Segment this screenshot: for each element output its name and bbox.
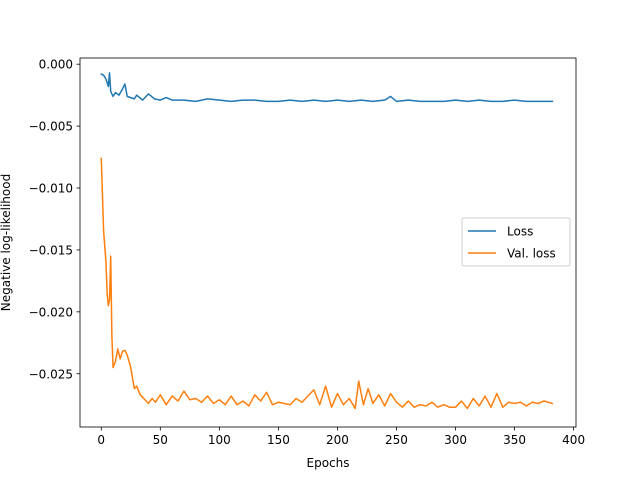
x-tick-label: 100 [208,433,231,447]
y-axis-title: Negative log-likelihood [0,174,13,311]
x-tick-label: 350 [503,433,526,447]
y-tick-label: −0.025 [29,367,73,381]
legend: Loss Val. loss [461,217,571,267]
x-tick-label: 250 [385,433,408,447]
x-tick-label: 300 [444,433,467,447]
axes-layer: 0 50 100 150 200 250 300 350 400 0.000 −0.005 −0.01… [29,57,585,447]
y-tick-label: −0.010 [29,182,73,196]
x-tick-label: 400 [562,433,585,447]
series-layer [100,72,554,410]
x-tick-label: 50 [153,433,168,447]
legend-label-val-loss: Val. loss [507,247,556,261]
x-tick-label: 200 [326,433,349,447]
x-tick-label: 0 [97,433,105,447]
y-tick-label: 0.000 [39,58,73,72]
legend-label-loss: Loss [507,225,533,239]
legend-box [461,217,571,267]
x-tick-label: 150 [267,433,290,447]
axes-frame [79,57,577,428]
y-tick-label: −0.015 [29,243,73,257]
y-tick-label: −0.005 [29,120,73,134]
series-line-val-loss [100,157,554,410]
y-tick-label: −0.020 [29,305,73,319]
series-line-loss [100,72,554,103]
x-axis-title: Epochs [307,456,350,470]
